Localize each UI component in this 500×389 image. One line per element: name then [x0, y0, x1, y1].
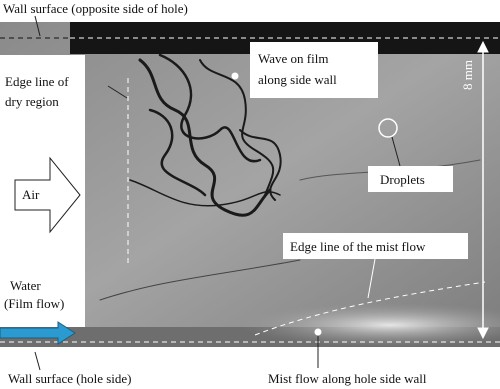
droplet-circle	[378, 118, 398, 138]
scale-bar	[477, 40, 489, 340]
label: Mist flow along hole side wall	[268, 371, 427, 386]
air-arrow	[14, 156, 81, 234]
label: Wave on film	[258, 51, 328, 66]
label: along side wall	[258, 72, 337, 87]
label-box	[283, 233, 468, 259]
wave-texture	[99, 53, 481, 301]
leader-dot	[231, 72, 239, 80]
label: Wall surface (opposite side of hole)	[3, 1, 188, 16]
leader-dot	[314, 328, 322, 336]
scale-label: 8 mm	[460, 60, 475, 90]
label: Water	[10, 278, 41, 293]
label: Air	[22, 187, 40, 202]
label: dry region	[5, 94, 59, 109]
water-arrow	[0, 321, 76, 345]
label: Droplets	[380, 172, 425, 187]
label: Edge line of	[5, 74, 69, 89]
label: Edge line of the mist flow	[290, 239, 426, 254]
label: Wall surface (hole side)	[8, 371, 131, 386]
label-box	[250, 42, 378, 98]
label-box	[368, 166, 453, 192]
mist	[240, 303, 500, 347]
mist-edge-line	[254, 281, 486, 336]
label: (Film flow)	[4, 296, 64, 311]
leaders	[34, 15, 401, 371]
